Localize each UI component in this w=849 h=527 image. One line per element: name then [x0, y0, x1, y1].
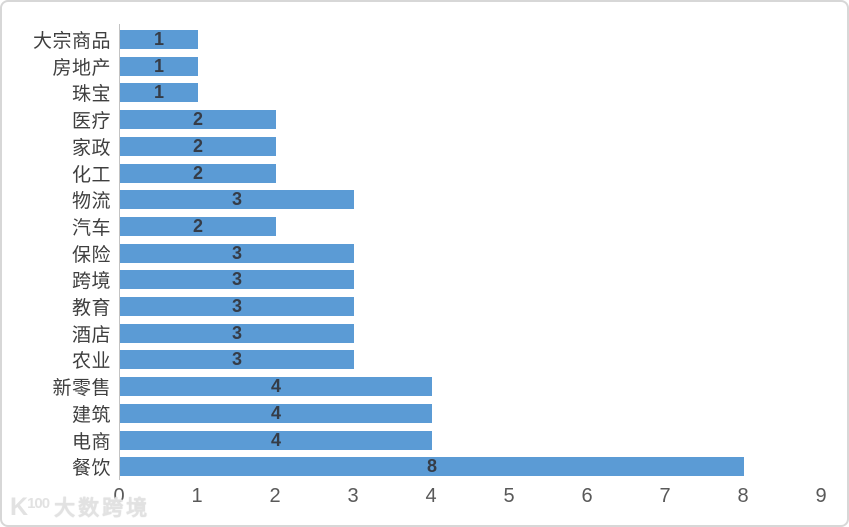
- bar-data-label: 1: [153, 29, 164, 49]
- category-label: 保险: [71, 244, 111, 266]
- category-label: 新零售: [52, 378, 111, 400]
- bar-data-label: 4: [270, 376, 281, 397]
- category-label: 房地产: [52, 57, 111, 79]
- bar-data-label: 3: [231, 269, 242, 290]
- bar: [120, 270, 354, 290]
- bar: [120, 83, 198, 103]
- watermark-logo-icon: K100: [10, 493, 50, 522]
- bar-data-label: 3: [231, 242, 242, 263]
- bar: [120, 350, 354, 370]
- category-label: 酒店: [71, 324, 111, 346]
- x-axis-tick-label: 0: [113, 485, 125, 507]
- x-axis-tick-label: 3: [347, 485, 359, 507]
- category-label: 医疗: [71, 111, 111, 133]
- chart-row: 汽车 2: [2, 213, 847, 240]
- bar-data-label: 2: [192, 135, 203, 156]
- bar: [120, 30, 198, 49]
- watermark: K100 大数跨境: [10, 492, 150, 522]
- category-label: 教育: [71, 298, 111, 319]
- category-label: 电商: [71, 431, 111, 453]
- x-axis-tick-label: 6: [581, 485, 593, 507]
- chart-row: 农业 3: [2, 346, 847, 373]
- chart-row: 大宗商品 1: [2, 26, 847, 53]
- category-label: 跨境: [71, 271, 111, 293]
- bar: [120, 377, 432, 397]
- bar: [120, 323, 354, 343]
- x-axis-tick-label: 7: [659, 485, 671, 507]
- chart-row: 跨境 3: [2, 266, 847, 293]
- chart-row: 新零售 4: [2, 373, 847, 400]
- bar: [120, 110, 276, 130]
- x-axis-tick-label: 9: [815, 485, 827, 507]
- x-axis-tick-label: 1: [191, 485, 203, 507]
- x-axis-tick-label: 4: [425, 485, 437, 507]
- category-label: 家政: [71, 137, 111, 159]
- bar: [120, 243, 354, 263]
- watermark-logo-main: K: [10, 493, 28, 521]
- bar: [120, 403, 432, 423]
- bar: [120, 163, 276, 183]
- category-label: 农业: [71, 351, 111, 373]
- bar: [120, 457, 744, 477]
- bar-data-label: 3: [231, 296, 242, 316]
- chart-row: 物流 3: [2, 186, 847, 213]
- bar-data-label: 4: [270, 402, 281, 423]
- chart-row: 房地产 1: [2, 53, 847, 80]
- chart-row: 电商 4: [2, 427, 847, 454]
- y-axis-line: [119, 24, 120, 480]
- bar-data-label: 3: [231, 189, 242, 210]
- chart-row: 保险 3: [2, 240, 847, 267]
- chart-row: 餐饮 8: [2, 453, 847, 480]
- bar: [120, 216, 276, 236]
- bar: [120, 56, 198, 76]
- bar-data-label: 2: [192, 162, 203, 183]
- bar: [120, 190, 354, 210]
- x-axis-tick-label: 5: [503, 485, 515, 507]
- category-label: 大宗商品: [32, 31, 111, 52]
- bar-data-label: 3: [231, 322, 242, 343]
- chart-row: 建筑 4: [2, 400, 847, 427]
- x-axis-tick-label: 8: [737, 485, 749, 507]
- bar-data-label: 3: [231, 349, 242, 370]
- chart-row: 化工 2: [2, 160, 847, 187]
- bar: [120, 430, 432, 450]
- bar: [120, 297, 354, 316]
- chart-row: 教育 3: [2, 293, 847, 320]
- bar-data-label: 2: [192, 109, 203, 130]
- chart-row: 酒店 3: [2, 320, 847, 347]
- watermark-logo-sup: 100: [27, 495, 50, 512]
- watermark-brand-text: 大数跨境: [54, 497, 151, 520]
- category-label: 化工: [71, 164, 111, 186]
- category-label: 珠宝: [71, 84, 111, 106]
- category-label: 汽车: [71, 217, 111, 239]
- bar-data-label: 4: [270, 429, 281, 450]
- bar-data-label: 2: [192, 215, 203, 236]
- chart-row: 家政 2: [2, 133, 847, 160]
- category-label: 餐饮: [71, 458, 111, 480]
- bar-data-label: 8: [426, 456, 437, 477]
- x-axis-tick-label: 2: [269, 485, 281, 507]
- chart-row: 医疗 2: [2, 106, 847, 133]
- category-label: 建筑: [71, 404, 111, 426]
- category-label: 物流: [71, 191, 111, 213]
- chart-row: 珠宝 1: [2, 79, 847, 106]
- bar: [120, 136, 276, 156]
- bar-data-label: 1: [153, 82, 164, 103]
- bar-data-label: 1: [153, 55, 164, 76]
